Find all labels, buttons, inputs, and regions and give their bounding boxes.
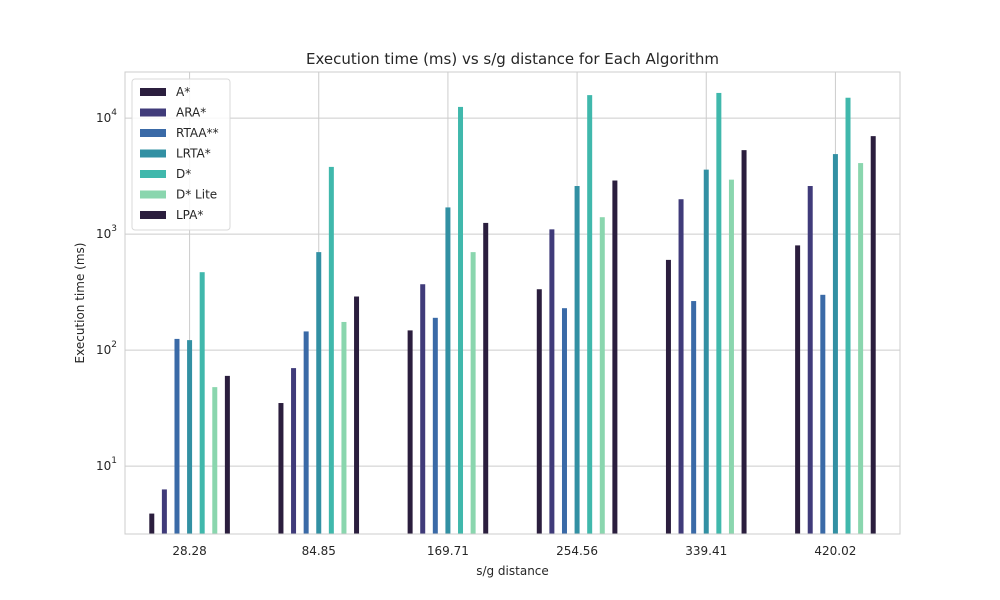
x-tick-label: 254.56 <box>556 544 598 558</box>
legend-swatch <box>140 211 166 219</box>
bar <box>149 513 155 534</box>
bar <box>354 296 360 534</box>
bar <box>187 340 193 534</box>
y-tick-exponent: 1 <box>111 456 117 466</box>
y-tick-exponent: 3 <box>111 224 117 234</box>
bar <box>665 259 671 534</box>
y-tick-label: 101 <box>96 456 117 473</box>
legend-label: D* Lite <box>176 188 217 202</box>
bar <box>199 272 205 534</box>
legend-label: LPA* <box>176 208 203 222</box>
bar <box>341 321 347 534</box>
bar <box>574 186 580 534</box>
bar <box>328 166 334 534</box>
bar <box>432 317 438 534</box>
plot-frame <box>124 71 901 535</box>
x-tick-label: 420.02 <box>814 544 856 558</box>
x-axis-label: s/g distance <box>476 564 549 578</box>
x-tick-label: 28.28 <box>172 544 206 558</box>
bar <box>470 252 476 535</box>
x-tick-label: 339.41 <box>685 544 727 558</box>
bar <box>549 229 555 535</box>
legend-swatch <box>140 190 166 199</box>
bar <box>445 207 451 535</box>
bar <box>561 308 567 534</box>
y-axis-label: Execution time (ms) <box>73 243 87 364</box>
bar <box>716 92 722 534</box>
bar <box>741 150 747 534</box>
bar <box>678 199 684 534</box>
bar <box>316 252 322 535</box>
bar <box>224 375 230 534</box>
bar <box>728 179 734 534</box>
bar <box>407 330 413 534</box>
x-tick-label: 169.71 <box>427 544 469 558</box>
y-tick-exponent: 4 <box>111 108 117 118</box>
y-tick-label: 102 <box>96 340 117 357</box>
bar <box>458 106 464 534</box>
bar <box>870 136 876 534</box>
legend-label: D* <box>176 167 191 181</box>
chart-title: Execution time (ms) vs s/g distance for … <box>306 50 719 68</box>
bar <box>536 289 542 534</box>
y-tick-label: 103 <box>96 224 117 241</box>
bars-group <box>149 92 876 535</box>
y-tick-label: 104 <box>96 108 117 125</box>
bar <box>612 180 618 534</box>
bar <box>420 284 426 534</box>
bar <box>599 217 605 534</box>
bar <box>587 95 593 535</box>
bar <box>691 301 697 534</box>
legend: A* ARA* RTAA** LRTA* D* D* Lite LPA* <box>131 78 231 231</box>
bar <box>807 186 813 534</box>
y-tick-base: 10 <box>96 343 111 357</box>
bar <box>212 387 218 534</box>
x-tick-label: 84.85 <box>302 544 336 558</box>
bar <box>832 154 838 535</box>
legend-swatch <box>140 170 166 178</box>
bar <box>795 245 801 534</box>
bar <box>858 163 864 534</box>
legend-label: A* <box>176 85 190 99</box>
y-tick-base: 10 <box>96 227 111 241</box>
bar <box>703 169 709 534</box>
tick-labels: 28.28 84.85 169.71 254.56 339.41 420.02101102… <box>96 108 856 558</box>
legend-swatch <box>140 108 166 117</box>
bar <box>483 222 489 534</box>
legend-swatch <box>140 149 166 158</box>
legend-label: LRTA* <box>176 147 211 161</box>
bar <box>174 338 180 534</box>
legend-label: RTAA** <box>176 126 219 140</box>
legend-label: ARA* <box>176 106 206 120</box>
y-tick-base: 10 <box>96 111 111 125</box>
y-tick-exponent: 2 <box>111 340 117 350</box>
legend-swatch <box>140 129 166 137</box>
legend-swatch <box>140 88 166 96</box>
y-tick-base: 10 <box>96 459 111 473</box>
bar <box>820 294 826 534</box>
bar <box>303 331 309 534</box>
bar <box>845 97 851 535</box>
bar <box>291 368 297 534</box>
bar <box>161 489 167 534</box>
bar <box>278 403 284 534</box>
